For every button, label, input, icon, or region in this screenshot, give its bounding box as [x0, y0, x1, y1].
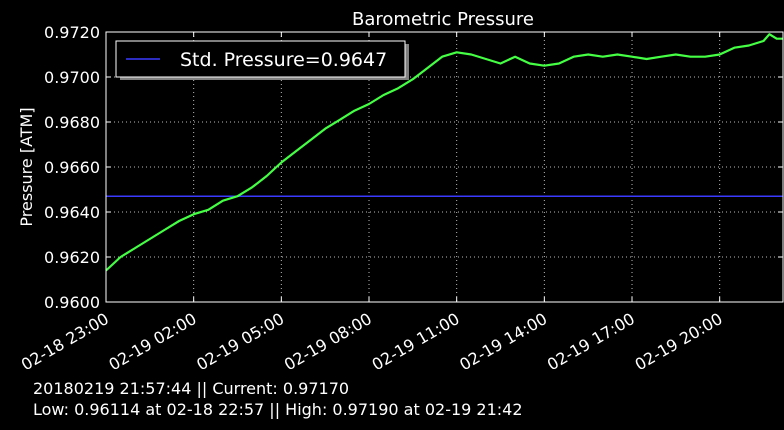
y-tick-label: 0.9600: [44, 293, 100, 312]
x-tick-label: 02-19 08:00: [281, 309, 375, 374]
y-axis-label: Pressure [ATM]: [17, 107, 36, 226]
y-tick-label: 0.9720: [44, 23, 100, 42]
x-tick-label: 02-19 11:00: [369, 309, 463, 374]
x-tick-label: 02-18 23:00: [18, 309, 112, 374]
legend: Std. Pressure=0.9647: [115, 40, 409, 80]
y-tick-label: 0.9700: [44, 68, 100, 87]
x-tick-label: 02-19 17:00: [544, 309, 638, 374]
legend-box: [115, 40, 406, 78]
legend-label: Std. Pressure=0.9647: [180, 49, 387, 71]
chart-title: Barometric Pressure: [352, 9, 534, 30]
x-tick-label: 02-19 14:00: [456, 309, 550, 374]
x-tick-label: 02-19 02:00: [106, 309, 200, 374]
y-tick-label: 0.9640: [44, 203, 100, 222]
x-tick-label: 02-19 20:00: [632, 309, 726, 374]
footer-low-high: Low: 0.96114 at 02-18 22:57 || High: 0.9…: [33, 400, 523, 419]
pressure-series-line: [105, 33, 783, 272]
y-ticks: 0.9600 0.9620 0.9640 0.9660 0.9680 0.9700 0.97…: [44, 23, 783, 312]
x-tick-label: 02-19 05:00: [193, 309, 287, 374]
y-tick-label: 0.9660: [44, 158, 100, 177]
footer-current-reading: 20180219 21:57:44 || Current: 0.97170: [33, 379, 350, 398]
y-tick-label: 0.9620: [44, 248, 100, 267]
y-tick-label: 0.9680: [44, 113, 100, 132]
grid-lines: [106, 32, 783, 302]
pressure-series-layer: [105, 33, 783, 272]
